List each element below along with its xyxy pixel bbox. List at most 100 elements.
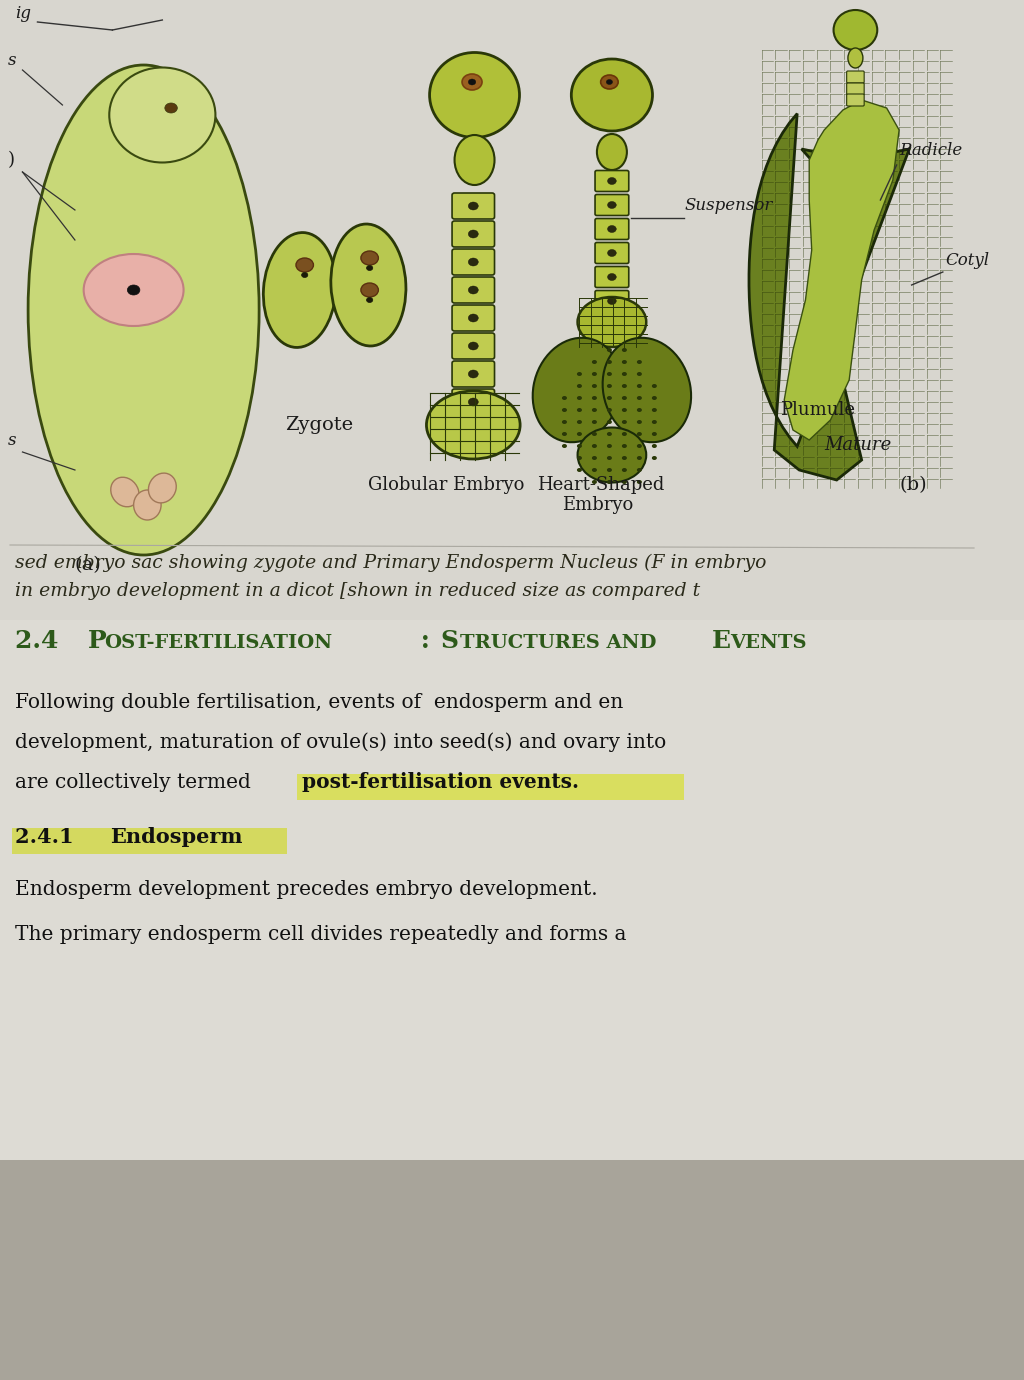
Ellipse shape: [622, 420, 627, 424]
Ellipse shape: [577, 420, 582, 424]
Ellipse shape: [622, 396, 627, 400]
Ellipse shape: [562, 408, 567, 413]
Polygon shape: [749, 113, 909, 480]
FancyBboxPatch shape: [847, 70, 864, 83]
Ellipse shape: [607, 178, 616, 185]
FancyBboxPatch shape: [595, 171, 629, 192]
Text: TRUCTURES AND: TRUCTURES AND: [460, 633, 663, 651]
FancyBboxPatch shape: [452, 221, 495, 247]
FancyBboxPatch shape: [452, 389, 495, 415]
Ellipse shape: [562, 444, 567, 448]
FancyBboxPatch shape: [595, 218, 629, 240]
Ellipse shape: [468, 201, 478, 210]
Ellipse shape: [607, 360, 612, 364]
Ellipse shape: [652, 408, 656, 413]
Ellipse shape: [562, 420, 567, 424]
FancyBboxPatch shape: [595, 195, 629, 215]
Ellipse shape: [607, 408, 612, 413]
Text: (a): (a): [75, 556, 101, 574]
Text: are collectively termed: are collectively termed: [15, 773, 257, 792]
Ellipse shape: [532, 338, 622, 442]
Ellipse shape: [577, 384, 582, 388]
Ellipse shape: [592, 432, 597, 436]
Text: Heart-Shaped: Heart-Shaped: [537, 476, 665, 494]
Ellipse shape: [367, 265, 373, 270]
Ellipse shape: [637, 360, 642, 364]
Ellipse shape: [607, 225, 616, 232]
Ellipse shape: [622, 455, 627, 460]
Ellipse shape: [622, 468, 627, 472]
Ellipse shape: [592, 373, 597, 375]
Ellipse shape: [592, 360, 597, 364]
Ellipse shape: [622, 348, 627, 352]
Text: s: s: [7, 52, 16, 69]
Ellipse shape: [607, 480, 612, 484]
Ellipse shape: [607, 468, 612, 472]
FancyBboxPatch shape: [452, 248, 495, 275]
FancyBboxPatch shape: [595, 266, 629, 287]
FancyBboxPatch shape: [452, 277, 495, 304]
Ellipse shape: [622, 480, 627, 484]
Polygon shape: [784, 99, 899, 440]
Text: Endosperm: Endosperm: [110, 827, 243, 847]
FancyBboxPatch shape: [452, 362, 495, 386]
Text: P: P: [87, 629, 106, 653]
Ellipse shape: [462, 75, 482, 90]
Text: sed embryo sac showing zygote and Primary Endosperm Nucleus (F in embryo: sed embryo sac showing zygote and Primar…: [15, 553, 766, 571]
Ellipse shape: [426, 391, 520, 460]
Text: E: E: [712, 629, 731, 653]
FancyBboxPatch shape: [0, 1161, 1024, 1380]
Ellipse shape: [607, 373, 612, 375]
Ellipse shape: [577, 408, 582, 413]
Ellipse shape: [592, 420, 597, 424]
Ellipse shape: [637, 396, 642, 400]
Text: ig: ig: [15, 6, 31, 22]
Ellipse shape: [597, 134, 627, 170]
Ellipse shape: [578, 297, 646, 346]
Ellipse shape: [652, 455, 656, 460]
Ellipse shape: [28, 65, 259, 555]
Ellipse shape: [848, 48, 863, 68]
Ellipse shape: [834, 10, 878, 50]
Ellipse shape: [637, 373, 642, 375]
FancyBboxPatch shape: [452, 333, 495, 359]
Ellipse shape: [622, 432, 627, 436]
FancyBboxPatch shape: [12, 828, 287, 854]
Ellipse shape: [571, 59, 652, 131]
Ellipse shape: [468, 370, 478, 378]
Ellipse shape: [577, 432, 582, 436]
Ellipse shape: [637, 480, 642, 484]
Ellipse shape: [133, 490, 161, 520]
Ellipse shape: [607, 201, 616, 208]
Ellipse shape: [592, 396, 597, 400]
Ellipse shape: [592, 384, 597, 388]
Text: :: :: [412, 629, 438, 653]
Ellipse shape: [607, 273, 616, 280]
Text: Embryo: Embryo: [562, 495, 633, 513]
Text: (b): (b): [899, 476, 927, 494]
Ellipse shape: [637, 420, 642, 424]
Ellipse shape: [592, 444, 597, 448]
Ellipse shape: [622, 384, 627, 388]
Ellipse shape: [607, 348, 612, 352]
Ellipse shape: [652, 432, 656, 436]
FancyBboxPatch shape: [452, 193, 495, 219]
Ellipse shape: [637, 444, 642, 448]
Ellipse shape: [622, 408, 627, 413]
Text: post-fertilisation events.: post-fertilisation events.: [302, 771, 580, 792]
Ellipse shape: [637, 408, 642, 413]
Ellipse shape: [652, 444, 656, 448]
FancyBboxPatch shape: [847, 83, 864, 95]
FancyBboxPatch shape: [452, 305, 495, 331]
Ellipse shape: [607, 384, 612, 388]
Text: Radicle: Radicle: [899, 142, 963, 159]
Ellipse shape: [578, 428, 646, 483]
Ellipse shape: [601, 75, 618, 88]
Ellipse shape: [607, 250, 616, 257]
Ellipse shape: [148, 473, 176, 502]
Ellipse shape: [652, 420, 656, 424]
FancyBboxPatch shape: [847, 94, 864, 106]
Ellipse shape: [577, 444, 582, 448]
Text: ): ): [7, 150, 14, 168]
Text: VENTS: VENTS: [730, 633, 807, 651]
